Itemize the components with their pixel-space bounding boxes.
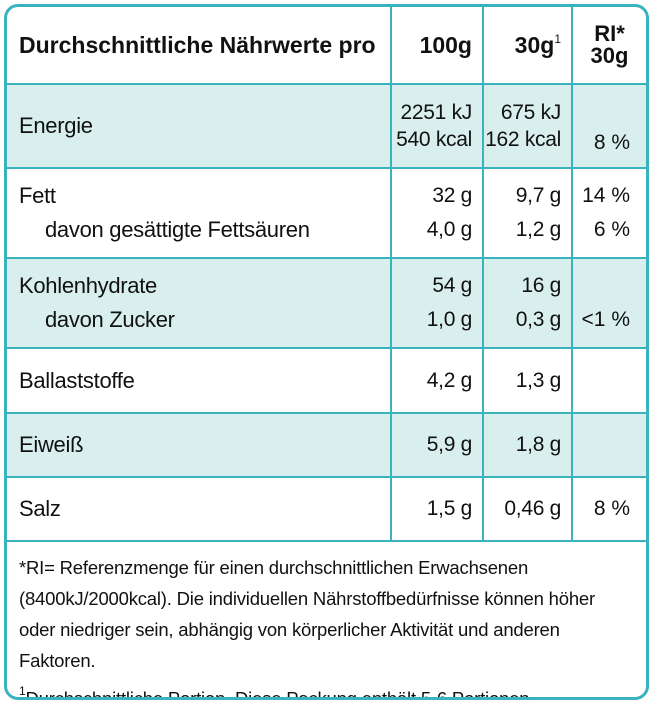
ri-footnote: *RI= Referenzmenge für einen durchschnit… [19,557,595,671]
table-row-ballaststoffe: Ballaststoffe 4,2 g 1,3 g [7,347,646,413]
row-portion: 0,46 g [482,476,572,540]
row-ri: 14 % 6 % [571,167,646,258]
table-row-eiweiss: Eiweiß 5,9 g 1,8 g [7,412,646,477]
value-fett-100g: 32 g [432,184,472,207]
row-name: Kohlenhydrate davon Zucker [7,257,391,348]
nutrition-table: Durchschnittliche Nährwerte pro 100g 30g… [7,7,646,540]
row-name: Eiweiß [7,412,391,477]
value-gesfett-100g: 4,0 g [426,218,473,241]
header-title: Durchschnittliche Nährwerte pro [19,31,376,58]
header-portion: 30g1 [482,7,572,84]
nutrition-label: Durchschnittliche Nährwerte pro 100g 30g… [4,4,649,700]
row-name: Fett davon gesättigte Fettsäuren [7,167,391,258]
value-kh-portion: 16 g [521,274,561,297]
value-zucker-portion: 0,3 g [515,308,562,331]
row-ri: 8 % [571,83,646,168]
table-row-salz: Salz 1,5 g 0,46 g 8 % [7,476,646,540]
row-name: Salz [7,476,391,540]
value-kh-100g: 54 g [432,274,472,297]
row-portion: 9,7 g 1,2 g [482,167,572,258]
row-ri: 8 % [571,476,646,540]
row-100g: 1,5 g [390,476,483,540]
table-row-fett: Fett davon gesättigte Fettsäuren 32 g 4,… [7,167,646,258]
ri-zucker: <1 % [581,308,630,331]
row-100g: 54 g 1,0 g [390,257,483,348]
value-kcal-100g: 540 kcal [396,128,472,151]
header-portion-label: 30g [514,31,555,58]
row-portion: 1,8 g [482,412,572,477]
row-100g: 32 g 4,0 g [390,167,483,258]
row-name-main: Kohlenhydrate [19,273,157,298]
ri-fett: 14 % [582,184,630,207]
header-100g: 100g [390,7,483,84]
row-name: Energie [7,83,391,168]
table-row-energie: Energie 2251 kJ 540 kcal 675 kJ 162 kcal… [7,83,646,168]
portion-footnote-text: Durchschnittliche Portion. Diese Packung… [25,688,535,700]
row-name-sub: davon Zucker [45,307,175,332]
value-fett-portion: 9,7 g [515,184,562,207]
table-header: Durchschnittliche Nährwerte pro 100g 30g… [7,7,646,84]
ri-gesfett: 6 % [593,218,630,241]
portion-footnote: 1Durchschnittliche Portion. Diese Packun… [19,676,634,700]
row-ri: <1 % [571,257,646,348]
row-portion: 1,3 g [482,347,572,413]
row-name: Ballaststoffe [7,347,391,413]
header-ri-line1: RI* [594,21,625,46]
row-name-main: Fett [19,183,56,208]
row-portion: 675 kJ 162 kcal [482,83,572,168]
value-kj-100g: 2251 kJ [400,101,473,124]
row-portion: 16 g 0,3 g [482,257,572,348]
footnotes: *RI= Referenzmenge für einen durchschnit… [7,540,646,700]
value-gesfett-portion: 1,2 g [515,218,562,241]
header-ri-line2: 30g [590,43,629,68]
header-ri: RI* 30g [571,7,646,84]
row-100g: 4,2 g [390,347,483,413]
value-kj-portion: 675 kJ [500,101,561,124]
value-zucker-100g: 1,0 g [426,308,473,331]
row-ri [571,347,646,413]
row-name-sub: davon gesättigte Fettsäuren [45,217,310,242]
portion-footnote-sup: 1 [19,684,26,698]
ri-kh [573,269,630,303]
row-100g: 2251 kJ 540 kcal [390,83,483,168]
table-row-kohlenhydrate: Kohlenhydrate davon Zucker 54 g 1,0 g 16… [7,257,646,348]
row-100g: 5,9 g [390,412,483,477]
header-portion-sup: 1 [554,31,561,46]
row-ri [571,412,646,477]
value-kcal-portion: 162 kcal [485,128,561,151]
